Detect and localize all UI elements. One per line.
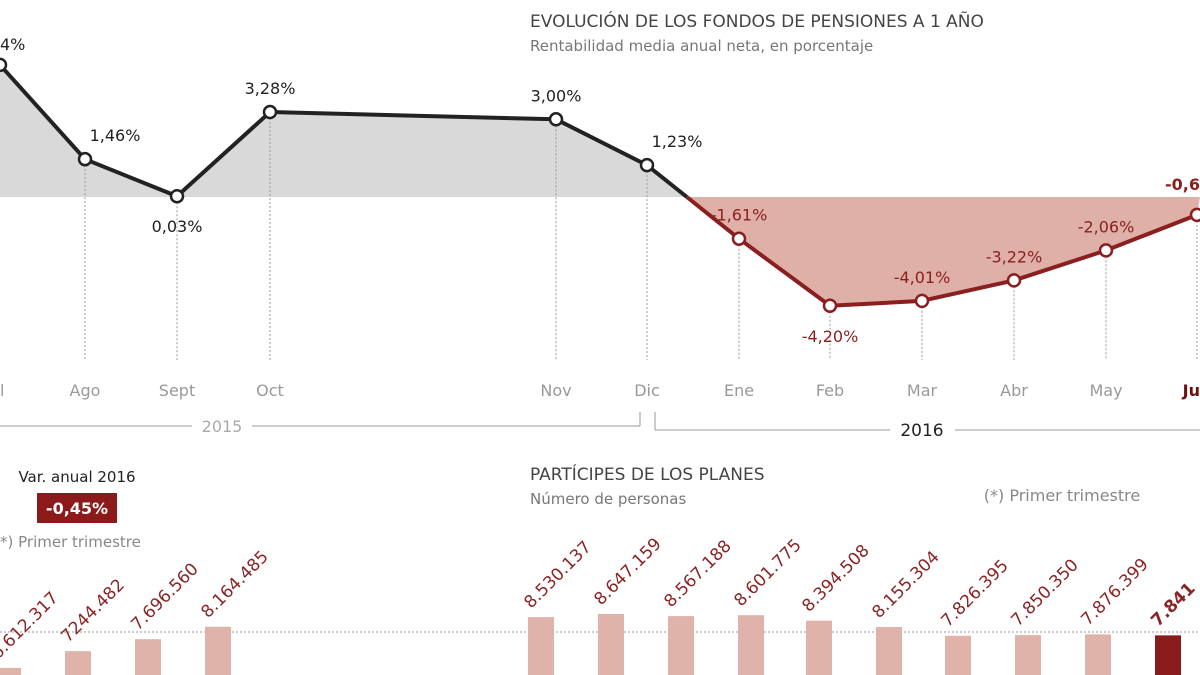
data-label: -3,22% [986, 247, 1043, 266]
bar [598, 614, 624, 675]
footnote-left: *) Primer trimestre [0, 533, 141, 551]
data-label: -4,20% [802, 327, 859, 346]
data-points [0, 57, 1200, 314]
data-label: 3,28% [245, 79, 296, 98]
data-point [639, 157, 655, 173]
data-point [169, 188, 185, 204]
data-point [731, 231, 747, 246]
data-point [0, 57, 8, 73]
data-label: 1,46% [90, 126, 141, 145]
positive-area [0, 64, 687, 197]
year-label-2016: 2016 [900, 421, 943, 441]
bar [806, 620, 832, 675]
bar [876, 627, 902, 675]
bar-label: 7244.482 [57, 575, 129, 647]
annual-variation-value: -0,45% [46, 499, 108, 518]
bar [1015, 635, 1041, 675]
bar-label: 7.841 [1147, 579, 1199, 631]
month-label: Feb [816, 381, 844, 400]
bar [738, 615, 764, 675]
bar-label: 7.826.395 [937, 556, 1012, 631]
month-label: Ene [724, 381, 754, 400]
data-labels: 4% 1,46% 0,03% 3,28% 3,00% 1,23% -1,61% -4,20% -… [0, 35, 1200, 346]
data-label: -4,01% [894, 268, 951, 287]
annual-variation-badge [37, 493, 117, 523]
data-point [262, 104, 278, 120]
bar [135, 639, 161, 675]
footnote-right: (*) Primer trimestre [984, 486, 1140, 505]
month-tick-labels: l Ago Sept Oct Nov Dic Ene Feb Mar Abr May Ju [0, 381, 1200, 400]
bar [528, 617, 554, 675]
line-chart-subtitle: Rentabilidad media anual neta, en porcen… [530, 37, 873, 55]
bar [1085, 634, 1111, 675]
bar [205, 626, 231, 675]
data-point [914, 293, 930, 309]
data-label: 3,00% [531, 86, 582, 105]
bar-chart-subtitle: Número de personas [530, 490, 686, 508]
annual-variation-label: Var. anual 2016 [18, 468, 135, 486]
bar [0, 667, 21, 675]
month-label: Sept [159, 381, 195, 400]
data-label: 4% [0, 35, 25, 54]
data-point [77, 151, 93, 167]
data-label: -2,06% [1078, 217, 1135, 236]
month-label: Dic [634, 381, 660, 400]
month-label: Ju [1182, 381, 1200, 400]
bar-label: 8.601.775 [730, 535, 805, 610]
bar-label: 8.647.159 [590, 534, 665, 609]
bar-label: 8.155.304 [868, 547, 943, 622]
bar-label: 7.876.399 [1077, 555, 1152, 630]
month-label: Mar [907, 381, 938, 400]
month-label: Nov [540, 381, 571, 400]
area-fills [0, 64, 1200, 306]
month-label: May [1089, 381, 1122, 400]
data-point [1098, 243, 1114, 258]
bar [1155, 635, 1181, 675]
bar-label: 8.394.508 [798, 541, 873, 616]
bar-label: 7.850.350 [1007, 555, 1082, 630]
data-label: 0,03% [152, 217, 203, 236]
bar [65, 651, 91, 675]
data-label: 1,23% [652, 132, 703, 151]
data-point [1006, 273, 1022, 288]
negative-area [686, 197, 1200, 306]
bar [945, 635, 971, 675]
dotted-guides [84, 118, 1198, 360]
bars [0, 614, 1181, 675]
data-label: -1,61% [711, 206, 768, 225]
bar [668, 616, 694, 675]
bar-label: 6.612.317 [0, 588, 63, 663]
bar-chart-title: PARTÍCIPES DE LOS PLANES [530, 463, 765, 485]
data-point [548, 112, 564, 127]
data-label: -0,6 [1165, 175, 1200, 194]
data-point [1189, 207, 1200, 223]
bar-label: 8.530.137 [520, 537, 595, 612]
bar-label: 8.567.188 [660, 536, 735, 611]
year-label-2015: 2015 [202, 417, 243, 436]
month-label: Oct [256, 381, 284, 400]
line-chart-title: EVOLUCIÓN DE LOS FONDOS DE PENSIONES A 1… [530, 10, 984, 32]
month-label: l [0, 381, 4, 400]
bar-label: 7.696.560 [127, 559, 202, 634]
month-label: Abr [1000, 381, 1028, 400]
month-label: Ago [70, 381, 101, 400]
bar-label: 8.164.485 [197, 547, 272, 622]
data-point [822, 298, 838, 314]
